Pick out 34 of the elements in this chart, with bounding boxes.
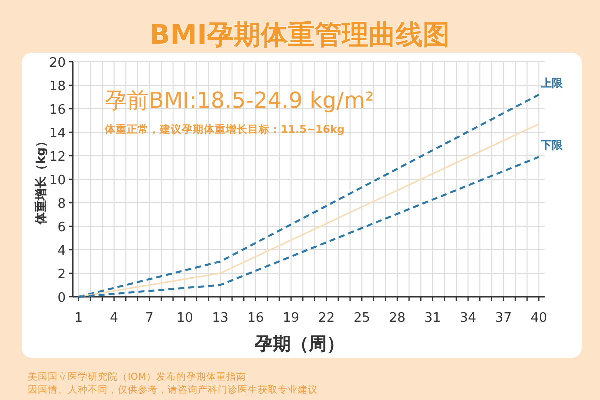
- y-tick-label: 12: [49, 150, 66, 165]
- y-tick-label: 6: [58, 220, 66, 236]
- x-tick-label: 13: [212, 311, 229, 326]
- x-tick-label: 19: [283, 311, 300, 326]
- x-axis-title: 孕期（周）: [254, 334, 345, 355]
- y-tick-label: 0: [58, 291, 66, 306]
- y-tick-label: 4: [58, 244, 66, 259]
- annotation: 孕前BMI:18.5-24.9 kg/m²: [105, 89, 374, 114]
- y-tick-label: 8: [58, 197, 66, 212]
- text: 因国情、人种不同，仅供参考，请咨询产科门诊医生获取专业建议: [28, 384, 318, 396]
- x-tick-label: 31: [424, 311, 442, 326]
- y-tick-label: 2: [58, 268, 66, 282]
- series-label: 上限: [540, 76, 564, 90]
- series-label: 下限: [540, 139, 564, 152]
- x-tick-label: 40: [530, 311, 548, 326]
- x-tick-label: 4: [110, 311, 118, 326]
- chart-title: BMI孕期体重管理曲线图: [150, 20, 450, 51]
- x-tick-label: 1: [74, 311, 84, 326]
- y-tick-label: 14: [49, 126, 66, 142]
- x-tick-label: 10: [176, 311, 194, 326]
- y-axis-title: 体重增长（kg）: [34, 136, 48, 226]
- y-tick-label: 18: [49, 80, 66, 94]
- y-tick-label: 20: [49, 56, 66, 71]
- x-tick-label: 28: [389, 311, 406, 326]
- x-tick-label: 25: [354, 311, 370, 326]
- y-tick-label: 16: [49, 103, 66, 118]
- text: 美国国立医学研究院（IOM）发布的孕期体重指南: [28, 371, 246, 383]
- x-tick-label: 22: [318, 311, 335, 326]
- x-tick-label: 7: [146, 311, 154, 326]
- annotation: 体重正常，建议孕期体重增长目标：11.5~16kg: [104, 123, 345, 136]
- x-tick-label: 16: [248, 311, 264, 326]
- x-tick-label: 34: [460, 311, 477, 326]
- y-tick-label: 10: [49, 174, 66, 188]
- x-tick-label: 37: [495, 311, 512, 326]
